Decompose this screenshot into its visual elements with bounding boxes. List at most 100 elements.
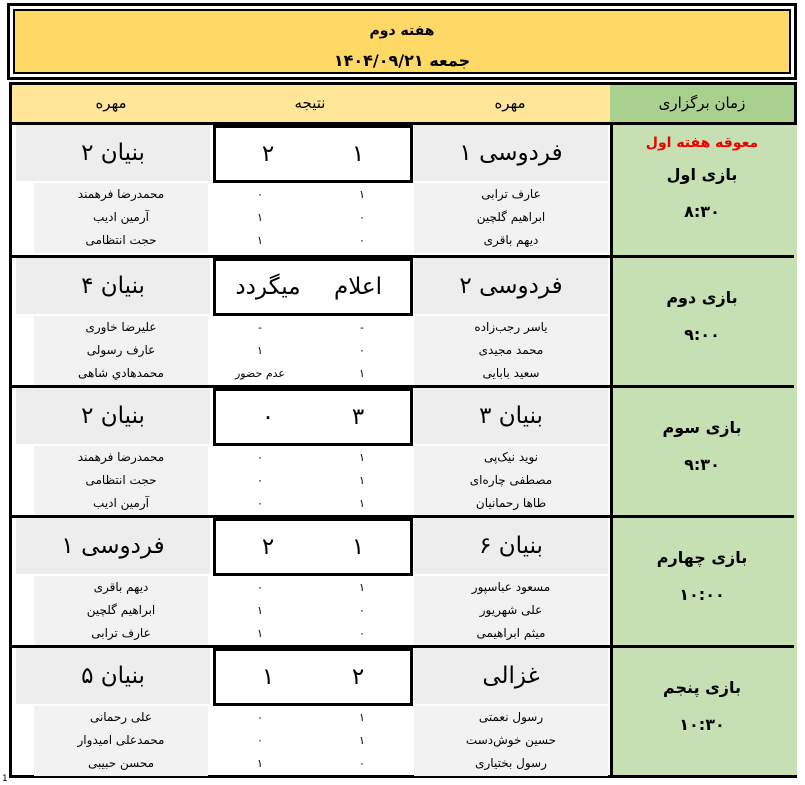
player-name: عارف رسولی (86, 343, 156, 357)
player-name: رسول بختیاری (475, 756, 547, 770)
player-name: محمدرضا فرهمند (77, 187, 165, 201)
player-name: محمدرضا فرهمند (77, 450, 165, 464)
round-time: ۱۰:۳۰ (679, 715, 725, 734)
player-score: ۱ (257, 604, 263, 617)
player-score: ۱ (359, 451, 365, 464)
right-team-name: فردوسی ۲ (414, 258, 608, 314)
right-team-score: ۳ (351, 404, 365, 430)
player-score: ۰ (359, 757, 365, 770)
match-block: بنیان ۴ فردوسی ۲ میگردد اعلام علیرضا خاوری عا… (12, 255, 610, 388)
match-block: بنیان ۵ غزالی ۱ ۲ علی رحمانی محمدعلی امیدوار م… (12, 645, 610, 778)
player-score: ۰ (359, 627, 365, 640)
player-score: ۰ (257, 474, 263, 487)
player-score: ۱ (359, 497, 365, 510)
right-player-scores: - ۰ ۱ (332, 316, 392, 385)
round-cell: معوقه هفته اول بازی اول ۸:۳۰ (610, 125, 794, 255)
player-score: - (258, 321, 262, 334)
date-title: جمعه ۱۴۰۴/۰۹/۲۱ (333, 51, 471, 70)
round-cell: بازی چهارم ۱۰:۰۰ (610, 515, 794, 648)
player-name: محمد مجیدی (478, 343, 544, 357)
left-players-list: محمدرضا فرهمند حجت انتظامی آرمین ادیب (34, 446, 208, 516)
player-score: ۰ (257, 711, 263, 724)
player-name: مسعود عباسپور (471, 580, 551, 594)
player-name: دیهم باقری (483, 233, 539, 247)
right-team-name: غزالی (414, 648, 608, 704)
title-box: هفته دوم جمعه ۱۴۰۴/۰۹/۲۱ (7, 3, 797, 80)
title-panel: هفته دوم جمعه ۱۴۰۴/۰۹/۲۱ (13, 9, 791, 74)
player-name: علی رحمانی (89, 710, 153, 724)
left-team-name: بنیان ۲ (16, 125, 210, 181)
player-score: ۱ (257, 344, 263, 357)
player-score: ۰ (257, 188, 263, 201)
time-column (610, 125, 797, 775)
right-players-list: عارف ترابی ابراهیم گلچین دیهم باقری (414, 183, 608, 253)
right-player-scores: ۱ ۱ ۰ (332, 706, 392, 775)
left-team-name: بنیان ۴ (16, 258, 210, 314)
player-name: محمدهادي شاهی (78, 366, 164, 380)
left-team-score: ۰ (261, 404, 275, 430)
right-player-scores: ۱ ۰ ۰ (332, 576, 392, 645)
player-name: دیهم باقری (93, 580, 149, 594)
left-team-name: بنیان ۲ (16, 388, 210, 444)
round-time: ۹:۳۰ (684, 455, 720, 474)
player-score: ۱ (359, 188, 365, 201)
player-name: حسین خوش‌دست (465, 733, 557, 747)
player-name: آرمین ادیب (93, 496, 149, 510)
player-score: ۰ (257, 451, 263, 464)
right-team-name: فردوسی ۱ (414, 125, 608, 181)
right-player-scores: ۱ ۱ ۱ (332, 446, 392, 515)
player-score: - (360, 321, 364, 334)
left-player-scores: ۰ ۰ ۱ (230, 706, 290, 775)
left-players-list: علی رحمانی محمدعلی امیدوار محسن حبیبی (34, 706, 208, 776)
left-team-score: ۲ (261, 141, 275, 167)
left-team-score: میگردد (235, 274, 301, 300)
right-players-list: مسعود عباسپور علی شهریور میثم ابراهیمی (414, 576, 608, 646)
round-label: بازی سوم (662, 418, 742, 437)
player-name: میثم ابراهیمی (476, 626, 546, 640)
week-title: هفته دوم (369, 23, 435, 39)
left-team-score: ۱ (261, 664, 275, 690)
player-name: محسن حبیبی (87, 756, 155, 770)
player-score: ۰ (359, 344, 365, 357)
player-name: عارف ترابی (481, 187, 541, 201)
player-score: ۱ (257, 757, 263, 770)
round-cell: بازی پنجم ۱۰:۳۰ (610, 645, 794, 778)
player-name: طاها رحمانیان (475, 496, 547, 510)
player-name: عارف ترابی (91, 626, 151, 640)
left-players-list: علیرضا خاوری عارف رسولی محمدهادي شاهی (34, 316, 208, 386)
player-name: رسول نعمتی (478, 710, 544, 724)
player-name: نوید نیک‌پی (483, 450, 539, 464)
left-team-name: بنیان ۵ (16, 648, 210, 704)
player-score: ۰ (257, 581, 263, 594)
round-cell: بازی سوم ۹:۳۰ (610, 385, 794, 518)
right-players-list: رسول نعمتی حسین خوش‌دست رسول بختیاری (414, 706, 608, 776)
player-name: علی شهریور (479, 603, 543, 617)
header-time: زمان برگزاری (610, 85, 794, 125)
round-time: ۸:۳۰ (684, 202, 720, 221)
right-team-score: ۱ (351, 534, 365, 560)
right-team-score: ۲ (351, 664, 365, 690)
player-name: محمدعلی امیدوار (77, 733, 165, 747)
match-block: بنیان ۲ فردوسی ۱ ۲ ۱ محمدرضا فرهمند آرمین ادی… (12, 125, 610, 255)
player-name: حجت انتظامی (85, 233, 157, 247)
left-player-scores: ۰ ۱ ۱ (230, 183, 290, 252)
right-team-score: اعلام (333, 274, 383, 300)
player-score: ۰ (359, 234, 365, 247)
round-label: بازی چهارم (656, 548, 748, 567)
left-players-list: دیهم باقری ابراهیم گلچین عارف ترابی (34, 576, 208, 646)
right-players-list: نوید نیک‌پی مصطفی چاره‌ای طاها رحمانیان (414, 446, 608, 516)
player-name: علیرضا خاوری (85, 320, 157, 334)
header-left-team: مهره (12, 85, 210, 125)
player-score: ۱ (359, 581, 365, 594)
left-team-score: ۲ (261, 534, 275, 560)
player-score: ۱ (257, 627, 263, 640)
round-note: معوقه هفته اول (645, 135, 759, 151)
player-score: ۰ (257, 497, 263, 510)
round-time: ۱۰:۰۰ (679, 585, 725, 604)
player-name: مصطفی چاره‌ای (469, 473, 553, 487)
schedule-table: مهره نتیجه مهره زمان برگزاری بنیان ۲ فردو… (9, 82, 797, 778)
right-team-name: بنیان ۶ (414, 518, 608, 574)
player-score: ۱ (359, 711, 365, 724)
